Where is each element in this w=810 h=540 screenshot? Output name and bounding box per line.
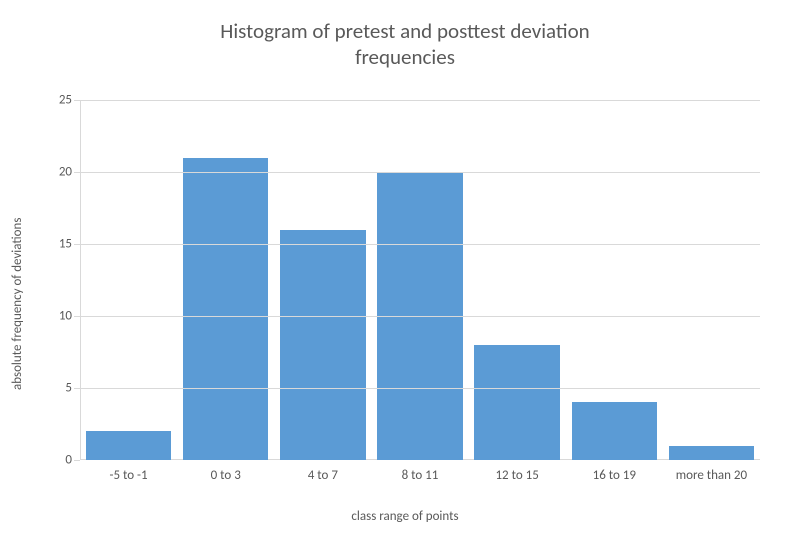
grid-line	[80, 316, 760, 317]
bar-slot: -5 to -1	[80, 100, 177, 460]
plot-area: -5 to -10 to 34 to 78 to 1112 to 1516 to…	[80, 100, 760, 460]
chart-title-line2: frequencies	[355, 44, 455, 70]
bar	[474, 345, 559, 460]
y-tick-label: 25	[59, 93, 72, 108]
chart-title-line1: Histogram of pretest and posttest deviat…	[220, 18, 589, 44]
x-tick-label: more than 20	[663, 468, 760, 483]
bar	[280, 230, 365, 460]
x-axis-label: class range of points	[0, 509, 810, 524]
y-tick	[74, 388, 80, 389]
x-tick-label: 4 to 7	[274, 468, 371, 483]
bar-slot: 8 to 11	[371, 100, 468, 460]
y-tick	[74, 172, 80, 173]
histogram-chart: Histogram of pretest and posttest deviat…	[0, 0, 810, 540]
y-tick-label: 10	[59, 309, 72, 324]
bar-slot: more than 20	[663, 100, 760, 460]
bar	[183, 158, 268, 460]
bar	[669, 446, 754, 460]
y-tick	[74, 316, 80, 317]
x-tick-label: 12 to 15	[469, 468, 566, 483]
x-tick-label: -5 to -1	[80, 468, 177, 483]
x-tick-label: 16 to 19	[566, 468, 663, 483]
y-tick	[74, 100, 80, 101]
bar-slot: 0 to 3	[177, 100, 274, 460]
y-tick-label: 15	[59, 237, 72, 252]
y-tick-label: 0	[65, 453, 72, 468]
bar-slot: 16 to 19	[566, 100, 663, 460]
bars-container: -5 to -10 to 34 to 78 to 1112 to 1516 to…	[80, 100, 760, 460]
y-tick-label: 20	[59, 165, 72, 180]
y-tick-label: 5	[65, 381, 72, 396]
y-tick	[74, 460, 80, 461]
x-tick-label: 0 to 3	[177, 468, 274, 483]
y-axis-label: absolute frequency of deviations	[10, 218, 25, 390]
bar-slot: 4 to 7	[274, 100, 371, 460]
grid-line	[80, 172, 760, 173]
bar	[572, 402, 657, 460]
grid-line	[80, 244, 760, 245]
y-tick	[74, 244, 80, 245]
x-tick-label: 8 to 11	[371, 468, 468, 483]
grid-line	[80, 100, 760, 101]
bar-slot: 12 to 15	[469, 100, 566, 460]
grid-line	[80, 388, 760, 389]
bar	[86, 431, 171, 460]
chart-title: Histogram of pretest and posttest deviat…	[0, 18, 810, 71]
